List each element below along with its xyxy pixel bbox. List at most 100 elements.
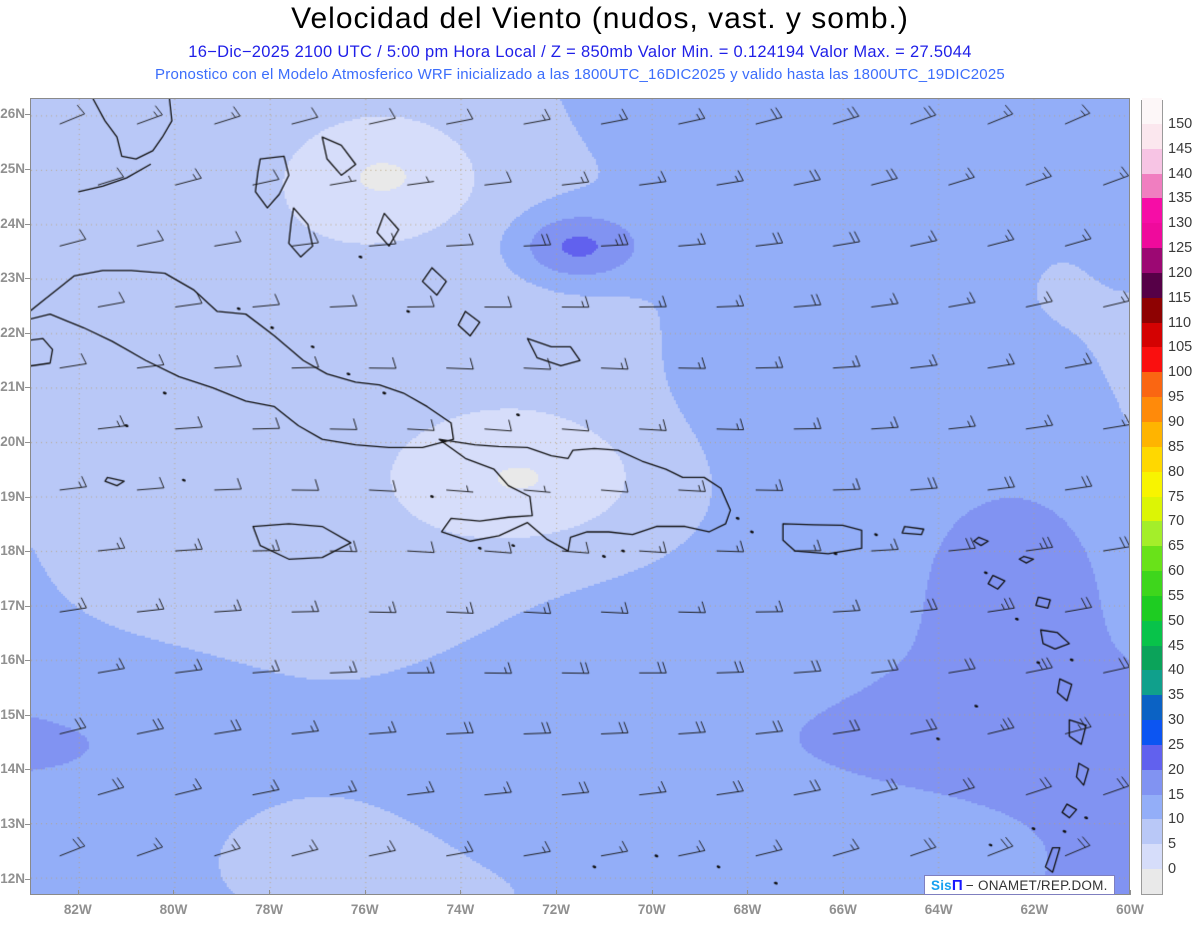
lon-tick-label: 66W [829,902,857,917]
lat-tick-mark [25,114,30,116]
colorbar-band [1142,669,1162,696]
lat-tick-label: 25N [0,160,25,176]
lat-tick-label: 17N [0,597,25,613]
colorbar-tick-label: 85 [1168,438,1185,455]
lat-tick-mark [25,878,30,880]
colorbar-band [1142,297,1162,323]
lat-tick-label: 22N [0,324,25,340]
lat-tick-mark [25,660,30,662]
lon-tick-label: 72W [542,902,570,917]
lon-tick-mark [556,890,558,895]
colorbar-tick-label: 90 [1168,413,1185,430]
colorbar-band [1142,471,1162,497]
colorbar-tick-label: 40 [1168,662,1185,679]
lon-tick-mark [364,890,366,895]
chart-subtitle-secondary: Pronostico con el Modelo Atmosferico WRF… [155,66,1005,83]
colorbar-tick-label: 30 [1168,712,1185,729]
colorbar-tick-label: 140 [1168,165,1193,182]
wind-speed-shaded-map[interactable] [31,99,1129,894]
colorbar-band [1142,272,1162,298]
page-title: Velocidad del Viento (nudos, vast. y som… [291,2,909,35]
lon-tick-label: 60W [1116,902,1144,917]
colorbar-tick-label: 35 [1168,687,1185,704]
colorbar-band [1142,744,1162,770]
lon-tick-label: 64W [924,902,953,917]
lat-tick-label: 16N [0,652,25,668]
colorbar-band [1142,545,1162,572]
colorbar-band [1142,123,1162,149]
colorbar-band [1142,719,1162,745]
lat-tick-label: 20N [0,433,25,449]
lon-tick-label: 62W [1020,902,1049,917]
colorbar-tick-label: 70 [1168,513,1185,530]
colorbar-band [1142,769,1162,795]
chart-title-block: Velocidad del Viento (nudos, vast. y som… [0,0,1200,92]
colorbar-band [1142,197,1162,224]
colorbar-tick-label: 25 [1168,736,1185,753]
logo-separator: − [965,877,975,893]
lat-tick-mark [25,496,30,498]
colorbar-band [1142,520,1162,547]
lon-tick-mark [747,890,749,895]
lat-tick-mark [25,223,30,225]
colorbar-tick-label: 10 [1168,811,1185,828]
colorbar-band [1142,868,1162,894]
lat-tick-mark [25,769,30,771]
lat-tick-mark [25,551,30,553]
brand-pi-icon: Π [951,876,963,894]
colorbar-tick-label: 65 [1168,538,1185,555]
lat-tick-mark [25,714,30,716]
colorbar-tick-label: 75 [1168,488,1185,505]
lat-tick-mark [25,278,30,280]
lat-tick-label: 13N [0,816,25,832]
lon-tick-label: 76W [350,902,379,917]
colorbar-tick-label: 125 [1168,240,1193,257]
colorbar-tick-label: 135 [1168,190,1193,207]
colorbar-tick-label: 105 [1168,339,1193,356]
lat-tick-mark [25,824,30,826]
organization-label: ONAMET/REP.DOM. [978,877,1108,893]
colorbar-tick-label: 110 [1168,314,1192,331]
lat-tick-label: 15N [0,706,25,722]
colorbar-band [1142,247,1162,273]
lat-tick-mark [25,168,30,170]
colorbar-band [1142,396,1162,422]
colorbar-tick-label: 100 [1168,364,1193,381]
colorbar-tick-label: 115 [1168,289,1192,306]
lon-tick-mark [460,890,462,895]
lon-tick-label: 78W [255,902,283,917]
colorbar-tick-label: 45 [1168,637,1185,654]
colorbar-band [1142,570,1162,596]
lat-tick-label: 14N [0,761,25,777]
lon-tick-label: 70W [637,902,666,917]
colorbar-tick-label: 0 [1168,861,1177,878]
lat-tick-label: 19N [0,488,25,504]
colorbar-tick-label: 50 [1168,612,1185,629]
colorbar-tick-label: 95 [1168,389,1185,406]
map-plot-area[interactable] [30,98,1130,895]
colorbar-scale[interactable] [1141,98,1163,895]
attribution-logo-box: Sis Π − ONAMET/REP.DOM. [924,875,1115,895]
lon-tick-label: 74W [446,902,475,917]
lon-tick-mark [173,890,175,895]
lat-tick-label: 24N [0,215,25,231]
colorbar-tick-label: 5 [1168,836,1177,853]
colorbar-band [1142,371,1162,398]
lat-tick-label: 18N [0,543,25,559]
colorbar-band [1142,446,1162,472]
colorbar-tick-label: 130 [1168,215,1193,232]
colorbar-band [1142,620,1162,646]
lon-tick-label: 82W [63,902,92,917]
lon-tick-mark [77,890,79,895]
colorbar-tick-label: 15 [1168,786,1185,803]
colorbar-band [1142,172,1162,199]
lon-tick-label: 80W [159,902,188,917]
lat-tick-mark [25,332,30,334]
brand-sis-text: Sis [931,877,952,893]
lat-tick-mark [25,605,30,607]
colorbar-tick-label: 55 [1168,587,1185,604]
colorbar-band [1142,148,1162,174]
colorbar-tick-label: 20 [1168,761,1185,778]
lon-tick-mark [1130,890,1131,895]
colorbar-tick-label: 120 [1168,264,1193,281]
